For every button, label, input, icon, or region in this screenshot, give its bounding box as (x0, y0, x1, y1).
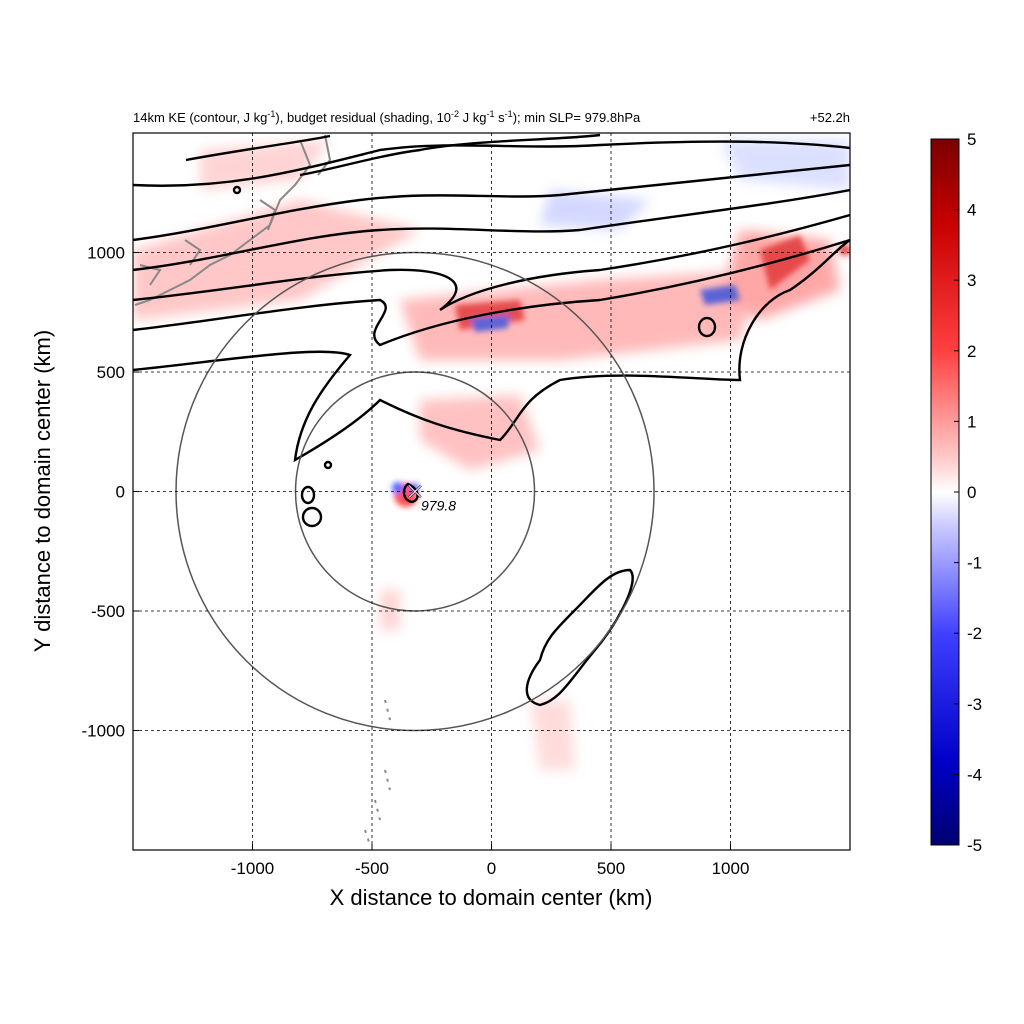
y-tick-label: 0 (116, 483, 125, 502)
x-tick-label: -1000 (231, 859, 274, 878)
ke-contours (133, 133, 850, 707)
y-tick-label: -500 (91, 602, 125, 621)
forecast-hour-label: +52.2h (810, 110, 850, 125)
storm-center-marker: 979.8 (408, 484, 456, 514)
x-tick-label: 0 (487, 859, 496, 878)
chart-title: 14km KE (contour, J kg-1), budget residu… (133, 109, 641, 125)
residual-shading (133, 140, 850, 770)
storm-center-x-highlight (408, 485, 422, 498)
colorbar-tick-label: -3 (967, 695, 982, 714)
y-tick-label: -1000 (82, 722, 125, 741)
x-tick-label: 500 (597, 859, 625, 878)
plot-area: 979.8 (133, 133, 850, 850)
y-tick-label: 1000 (87, 244, 125, 263)
x-axis-ticks: -1000 -500 0 500 1000 (231, 844, 750, 878)
colorbar-tick-label: 0 (967, 483, 976, 502)
y-tick-label: 500 (97, 363, 125, 382)
colorbar-tick-label: 5 (967, 130, 976, 149)
colorbar-tick-label: -1 (967, 554, 982, 573)
storm-center-label: 979.8 (421, 498, 456, 514)
colorbar-tick-label: -2 (967, 624, 982, 643)
x-tick-label: 1000 (712, 859, 750, 878)
colorbar-tick-label: 1 (967, 412, 976, 431)
colorbar-tick-label: -5 (967, 836, 982, 855)
colorbar-tick-label: 2 (967, 342, 976, 361)
x-tick-label: -500 (355, 859, 389, 878)
y-axis-ticks: 1000 500 0 -500 -1000 (82, 244, 139, 741)
colorbar-tick-label: 4 (967, 201, 976, 220)
colorbar-ticks: 5 4 3 2 1 0 -1 -2 -3 -4 -5 (954, 130, 982, 855)
y-axis-label: Y distance to domain center (km) (30, 330, 55, 652)
colorbar-tick-label: 3 (967, 271, 976, 290)
colorbar: 5 4 3 2 1 0 -1 -2 -3 -4 -5 (930, 130, 982, 855)
colorbar-tick-label: -4 (967, 765, 982, 784)
x-axis-label: X distance to domain center (km) (330, 885, 653, 910)
